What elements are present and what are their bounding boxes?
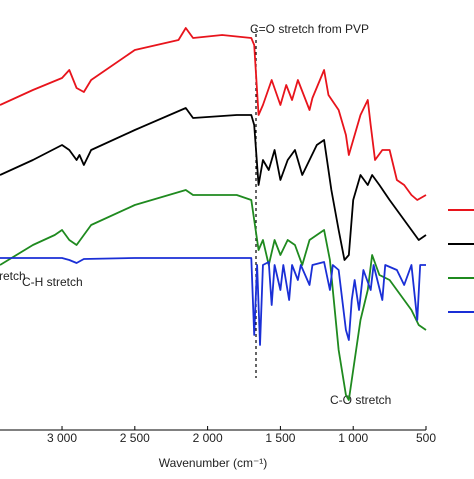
x-tick-label: 500: [416, 431, 436, 445]
spectrum-line: [0, 257, 426, 346]
annotation: C=O stretch from PVP: [250, 22, 369, 36]
annotation: C-H stretch: [22, 275, 83, 289]
x-tick-label: 2 500: [120, 431, 150, 445]
spectrum-line: [0, 189, 427, 401]
x-tick-label: 1 000: [338, 431, 368, 445]
annotation: C-O stretch: [330, 393, 391, 407]
x-axis-label: Wavenumber (cm⁻¹): [159, 456, 268, 470]
spectrum-line: [0, 107, 427, 261]
annotation: retch: [0, 269, 26, 283]
x-tick-label: 1 500: [265, 431, 295, 445]
spectrum-line: [0, 27, 427, 201]
x-tick-label: 3 000: [47, 431, 77, 445]
x-tick-label: 2 000: [193, 431, 223, 445]
